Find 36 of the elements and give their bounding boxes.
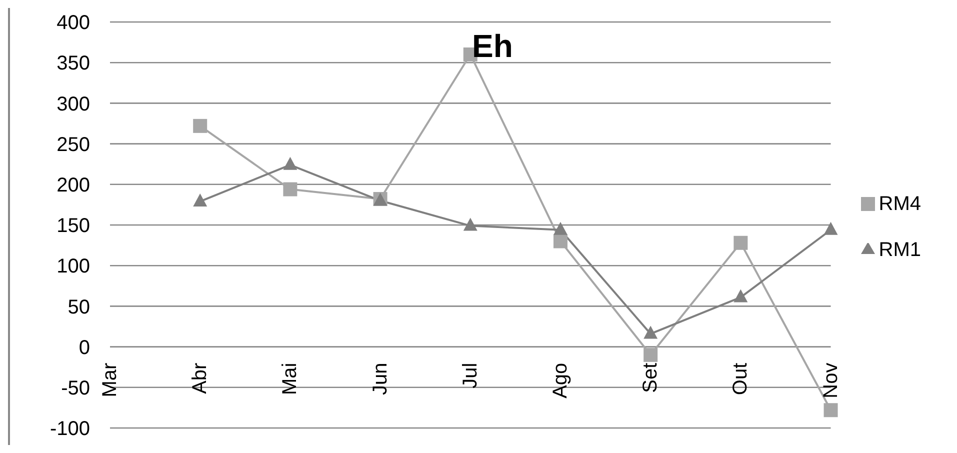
x-tick-label: Jun	[369, 362, 392, 396]
point	[734, 236, 748, 250]
x-tick-label: Mar	[99, 362, 121, 398]
x-tick-label: Set	[640, 362, 662, 393]
point	[193, 118, 208, 133]
x-tick-label: Out	[730, 362, 752, 396]
point	[283, 156, 298, 170]
x-tick-label: Mai	[279, 362, 302, 396]
y-tick-label: 350	[56, 52, 90, 75]
x-tick-label: Nov	[820, 362, 842, 398]
y-tick-label: 0	[78, 336, 90, 359]
legend-label: RM4	[878, 192, 921, 214]
point	[824, 403, 838, 418]
y-tick-label: 250	[56, 134, 90, 156]
y-tick-label: 200	[56, 174, 90, 196]
chart-title: Eh	[472, 28, 513, 65]
x-tick-label: Abr	[189, 362, 212, 394]
point	[734, 289, 748, 302]
point	[553, 222, 568, 235]
y-tick-label: 300	[56, 93, 90, 116]
x-tick-label: Ago	[549, 362, 572, 398]
y-tick-label: 150	[56, 215, 90, 238]
point	[824, 222, 838, 235]
y-tick-label: 100	[56, 256, 90, 278]
point	[463, 218, 478, 231]
y-tick-label: 50	[68, 296, 90, 318]
point	[553, 234, 568, 248]
x-tick-label: Jul	[459, 362, 482, 388]
y-tick-label: -100	[50, 418, 90, 440]
y-tick-label: -50	[61, 378, 90, 400]
legend-label: RM1	[878, 238, 921, 260]
point	[644, 348, 658, 362]
y-tick-label: 400	[56, 12, 90, 34]
point	[283, 182, 298, 196]
point	[644, 326, 658, 339]
point	[193, 193, 208, 206]
